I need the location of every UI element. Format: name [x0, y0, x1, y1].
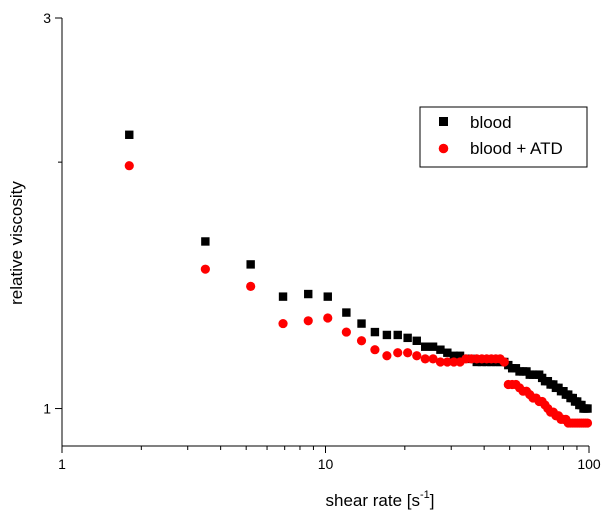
data-point — [403, 348, 413, 358]
data-point — [582, 418, 593, 428]
data-point — [393, 348, 403, 358]
data-point — [246, 260, 255, 269]
data-point — [304, 289, 313, 299]
data-point — [323, 313, 333, 323]
data-point — [125, 130, 134, 139]
data-point — [428, 342, 438, 351]
legend-label-blood-atd: blood + ATD — [470, 139, 563, 158]
series-blood-atd — [124, 161, 593, 428]
data-point — [382, 351, 392, 361]
data-point — [323, 292, 332, 301]
x-tick-label: 100 — [577, 456, 601, 472]
data-point — [436, 345, 445, 354]
data-point — [393, 330, 402, 340]
x-ticks: 1 10 100 — [58, 446, 601, 472]
data-point — [583, 404, 592, 413]
y-ticks: 13 — [43, 10, 62, 417]
legend-label-blood: blood — [470, 113, 512, 132]
data-point — [278, 318, 288, 329]
legend-marker-blood-atd — [438, 143, 449, 154]
data-point — [356, 336, 367, 346]
series-blood — [125, 130, 592, 413]
data-point — [200, 264, 210, 274]
legend-marker-blood — [439, 117, 448, 126]
data-point — [403, 333, 412, 343]
data-point — [449, 351, 459, 360]
y-axis-title: relative viscosity — [7, 181, 26, 305]
data-point — [428, 354, 438, 364]
data-point — [499, 357, 509, 367]
data-point — [341, 327, 351, 337]
legend: blood blood + ATD — [419, 106, 588, 168]
data-point — [303, 316, 313, 326]
data-point — [420, 354, 430, 364]
data-point — [412, 336, 421, 345]
data-point — [124, 161, 134, 171]
data-point — [278, 292, 288, 301]
x-tick-label: 10 — [318, 456, 334, 472]
data-point — [370, 327, 380, 337]
x-axis-title: shear rate [s-1] — [325, 489, 434, 510]
data-point — [435, 357, 446, 367]
y-tick-label: 1 — [43, 401, 51, 417]
x-tick-label: 1 — [58, 456, 66, 472]
data-point — [357, 319, 366, 328]
data-point — [370, 345, 380, 355]
x-axis-title-superscript: -1 — [420, 489, 430, 501]
x-axis-title-suffix: ] — [430, 491, 435, 510]
plot-points — [124, 130, 593, 428]
data-point — [412, 351, 422, 361]
data-point — [442, 357, 452, 367]
data-point — [443, 348, 452, 357]
data-point — [201, 237, 210, 246]
data-point — [342, 308, 351, 317]
data-point — [246, 281, 256, 292]
x-axis-title-main: shear rate [s — [325, 491, 420, 510]
data-point — [382, 330, 392, 340]
axes: 1 10 100 13 — [43, 10, 601, 472]
data-point — [455, 351, 465, 360]
y-tick-label: 3 — [43, 10, 51, 26]
data-point — [421, 342, 430, 351]
